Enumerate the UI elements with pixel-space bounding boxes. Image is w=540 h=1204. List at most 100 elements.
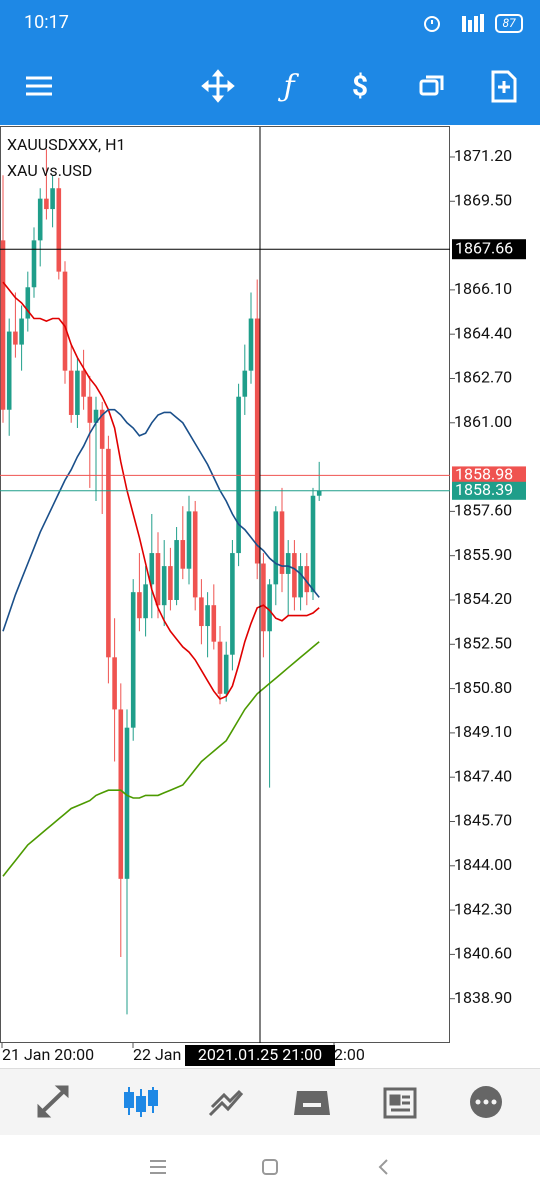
candle-body: [199, 597, 204, 627]
y-tick-label: 1861.00: [454, 412, 512, 431]
candle-body: [292, 553, 297, 598]
x-tick-label: 21 Jan 20:00: [2, 1045, 94, 1064]
moving-average: [2, 641, 320, 877]
candle-body: [19, 318, 24, 345]
candle-body: [174, 540, 179, 600]
candle-body: [81, 370, 86, 397]
candle-body: [211, 605, 217, 642]
candle-body: [230, 553, 235, 655]
y-tick-label: 1857.60: [454, 501, 512, 520]
candle-body: [6, 331, 12, 410]
ask-label: 1858.39: [455, 480, 513, 499]
y-tick-label: 1838.90: [454, 988, 512, 1007]
crosshair-button[interactable]: [201, 69, 235, 103]
system-nav-icons: [150, 1159, 388, 1175]
candle-body: [99, 409, 105, 449]
windows-button[interactable]: [419, 75, 444, 96]
trade-button[interactable]: $: [352, 69, 368, 102]
candle-body: [31, 240, 37, 288]
status-icons: 87: [424, 14, 523, 33]
candle-body: [130, 592, 136, 728]
battery-level: 87: [502, 16, 516, 30]
crosshair-price-bg: [452, 239, 526, 260]
y-tick-label: 1852.50: [454, 634, 512, 653]
y-tick-label: 1844.00: [454, 855, 512, 874]
candle-body: [180, 540, 186, 569]
candle-body: [279, 511, 285, 574]
crosshair-price-label: 1867.66: [455, 238, 513, 257]
candle-body: [254, 318, 260, 564]
y-tick-label: 1845.70: [454, 811, 512, 830]
history-tab[interactable]: [294, 1091, 330, 1115]
menu-button[interactable]: [26, 76, 52, 96]
candle-body: [106, 448, 111, 658]
y-tick-label: 1862.70: [454, 368, 512, 387]
candle-body: [87, 396, 93, 423]
candle-body: [50, 188, 55, 210]
crosshair-time-label: 2021.01.25 21:00: [198, 1045, 322, 1064]
candle-body: [242, 370, 248, 397]
toolbar: ƒ $: [0, 48, 540, 125]
candle-body: [310, 495, 316, 593]
candle-body: [273, 511, 279, 585]
candle-body: [0, 240, 6, 410]
y-tick-label: 1855.90: [454, 545, 512, 564]
candle-body: [267, 584, 272, 632]
y-tick-label: 1854.20: [454, 589, 512, 608]
y-tick-label: 1850.80: [454, 678, 512, 697]
chart-subtitle: XAU vs.USD: [7, 161, 92, 180]
home-button[interactable]: [262, 1159, 278, 1175]
y-tick-label: 1871.20: [454, 146, 512, 165]
candle-body: [161, 566, 167, 606]
trade-tab[interactable]: [208, 1089, 244, 1117]
candle-body: [118, 709, 124, 879]
x-tick-label: 2:00: [334, 1045, 365, 1064]
recents-button[interactable]: [150, 1160, 166, 1174]
plot-frame: [0, 126, 450, 1043]
moving-average: [2, 281, 320, 700]
chart: XAUUSDXXX, H1 XAU vs.USD 1871.20 1869.50 1…: [0, 126, 526, 1066]
crosshair-time-bg: [185, 1045, 335, 1066]
ask-label-bg: [452, 481, 526, 500]
quotes-tab[interactable]: [37, 1085, 69, 1118]
candle-body: [298, 566, 303, 598]
news-tab[interactable]: [383, 1087, 417, 1119]
candle-body: [168, 566, 173, 600]
moving-average: [2, 408, 320, 632]
candle-body: [304, 566, 310, 593]
candle-body: [261, 563, 266, 632]
candle-body: [316, 490, 322, 496]
status-bar: 10:17 87: [0, 0, 540, 48]
indicators-button[interactable]: ƒ: [277, 69, 299, 104]
candle-body: [217, 641, 223, 694]
candle-body: [75, 370, 80, 415]
y-tick-label: 1847.40: [454, 766, 512, 785]
y-tick-label: 1866.10: [454, 279, 512, 298]
plot-area: [0, 149, 322, 1015]
y-tick-label: 1864.40: [454, 323, 512, 342]
y-tick-label: 1842.30: [454, 899, 512, 918]
y-tick-label: 1849.10: [454, 722, 512, 741]
new-order-button[interactable]: [491, 70, 517, 103]
chat-tab[interactable]: [470, 1086, 502, 1118]
candle-body: [236, 396, 241, 554]
clock: 10:17: [24, 12, 69, 33]
candle-body: [155, 553, 161, 606]
candle-body: [205, 605, 210, 627]
candle-body: [56, 188, 62, 272]
back-button[interactable]: [378, 1159, 388, 1175]
candle-body: [37, 198, 43, 241]
chart-title: XAUUSDXXX, H1: [7, 135, 126, 154]
chart-tab[interactable]: [124, 1087, 158, 1117]
candle-body: [44, 198, 49, 210]
candle-body: [248, 318, 254, 371]
candle-body: [93, 409, 99, 423]
system-navigation: [0, 1135, 540, 1200]
candle-body: [68, 370, 74, 415]
candle-body: [13, 331, 18, 345]
y-tick-label: 1840.60: [454, 944, 512, 963]
candle-body: [285, 553, 291, 574]
candle-body: [137, 592, 142, 619]
candle-body: [124, 727, 130, 879]
